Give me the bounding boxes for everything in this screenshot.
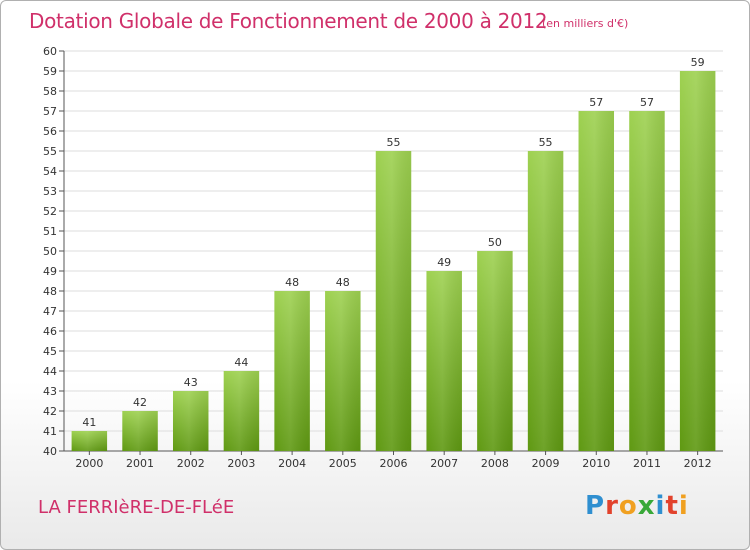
y-tick-label: 41 <box>43 425 57 438</box>
value-label-2007: 49 <box>437 256 451 269</box>
value-labels: 41 42 43 44 48 48 55 49 50 55 57 57 59 <box>82 56 704 429</box>
y-tick-label: 42 <box>43 405 57 418</box>
logo-letter: P <box>585 491 606 521</box>
logo-letter: o <box>618 491 638 521</box>
x-tick-label-2001: 2001 <box>126 457 154 470</box>
logo-letter: t <box>665 491 679 521</box>
y-tick-label: 60 <box>43 45 57 58</box>
value-label-2004: 48 <box>285 276 299 289</box>
bar-shine-2005 <box>325 291 361 451</box>
value-label-2012: 59 <box>691 56 705 69</box>
y-tick-label: 40 <box>43 445 57 458</box>
value-label-2001: 42 <box>133 396 147 409</box>
x-tick-label-2006: 2006 <box>380 457 408 470</box>
y-tick-label: 50 <box>43 245 57 258</box>
chart-title: Dotation Globale de Fonctionnement de 20… <box>29 9 548 33</box>
y-tick-label: 56 <box>43 125 57 138</box>
value-label-2008: 50 <box>488 236 502 249</box>
x-tick-label-2007: 2007 <box>430 457 458 470</box>
bar-shine-2012 <box>679 71 716 451</box>
value-label-2003: 44 <box>234 356 248 369</box>
value-label-2006: 55 <box>387 136 401 149</box>
y-tick-label: 43 <box>43 385 57 398</box>
value-label-2002: 43 <box>184 376 198 389</box>
x-tick-label-2009: 2009 <box>532 457 560 470</box>
bar-shine-2003 <box>223 371 260 451</box>
x-tick-label-2002: 2002 <box>177 457 205 470</box>
x-tick-label-2003: 2003 <box>227 457 255 470</box>
bar-shine-2009 <box>527 151 564 451</box>
x-tick-labels: 2000 2001 2002 2003 2004 2005 2006 2007 2008 2009… <box>75 457 711 470</box>
bar-shine-2011 <box>629 111 665 451</box>
x-tick-label-2010: 2010 <box>582 457 610 470</box>
proxiti-logo[interactable]: Proxiti <box>585 491 689 521</box>
bars <box>71 71 716 451</box>
y-tick-label: 44 <box>43 365 57 378</box>
x-tick-label-2012: 2012 <box>684 457 712 470</box>
x-tick-label-2008: 2008 <box>481 457 509 470</box>
logo-letter: x <box>637 491 656 521</box>
y-tick-label: 54 <box>43 165 57 178</box>
y-tick-label: 46 <box>43 325 57 338</box>
value-label-2011: 57 <box>640 96 654 109</box>
y-tick-label: 48 <box>43 285 57 298</box>
value-label-2000: 41 <box>82 416 96 429</box>
y-tick-label: 51 <box>43 225 57 238</box>
y-tick-label: 53 <box>43 185 57 198</box>
bar-shine-2007 <box>426 271 462 451</box>
x-tick-label-2004: 2004 <box>278 457 306 470</box>
value-label-2010: 57 <box>589 96 603 109</box>
y-tick-label: 58 <box>43 85 57 98</box>
chart-subtitle: (en milliers d'€) <box>542 17 629 30</box>
y-tick-label: 45 <box>43 345 57 358</box>
bar-shine-2008 <box>477 251 513 451</box>
y-tick-labels: 40 41 42 43 44 45 46 47 48 49 50 51 52 53 54 55 56 57 58 59… <box>43 45 57 458</box>
y-tick-label: 55 <box>43 145 57 158</box>
value-label-2005: 48 <box>336 276 350 289</box>
x-tick-label-2011: 2011 <box>633 457 661 470</box>
y-tick-label: 47 <box>43 305 57 318</box>
logo-letter: r <box>605 491 619 521</box>
y-tick-label: 57 <box>43 105 57 118</box>
y-tick-label: 49 <box>43 265 57 278</box>
x-tick-label-2005: 2005 <box>329 457 357 470</box>
bar-shine-2000 <box>71 431 108 451</box>
y-tick-label: 52 <box>43 205 57 218</box>
bar-shine-2001 <box>122 411 158 451</box>
bar-shine-2006 <box>375 151 412 451</box>
logo-letter: i <box>678 491 689 521</box>
y-tick-label: 59 <box>43 65 57 78</box>
bar-shine-2004 <box>274 291 310 451</box>
bar-shine-2010 <box>578 111 615 451</box>
value-label-2009: 55 <box>539 136 553 149</box>
logo-letter: i <box>655 491 666 521</box>
x-tick-label-2000: 2000 <box>75 457 103 470</box>
bar-shine-2002 <box>172 391 209 451</box>
commune-name: LA FERRIèRE-DE-FLéE <box>38 497 235 518</box>
